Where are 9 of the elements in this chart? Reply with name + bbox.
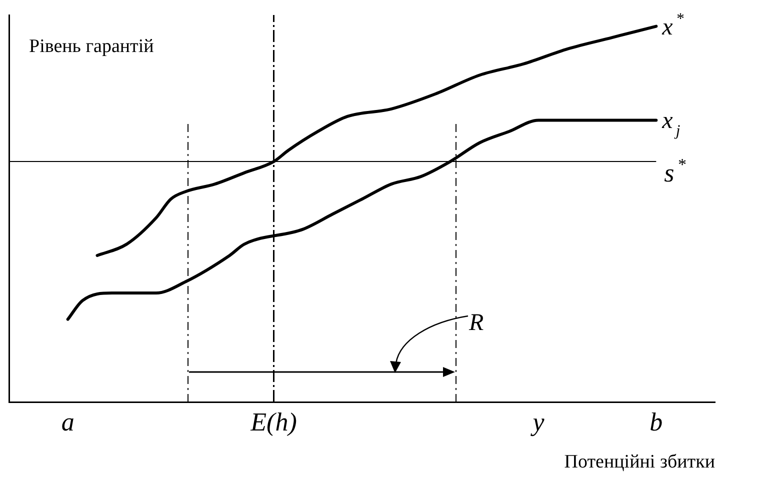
x-tick-label: E(h) — [250, 407, 297, 436]
x-tick-label: y — [530, 407, 545, 436]
x-tick-label: a — [61, 407, 74, 436]
x-tick-label: b — [650, 407, 663, 436]
ref-line-label: s* — [664, 154, 686, 188]
series-label: x* — [661, 10, 684, 40]
x-axis-title: Потенційні збитки — [564, 452, 715, 473]
annotation: R — [468, 310, 484, 336]
y-axis-title: Рівень гарантій — [29, 36, 154, 57]
